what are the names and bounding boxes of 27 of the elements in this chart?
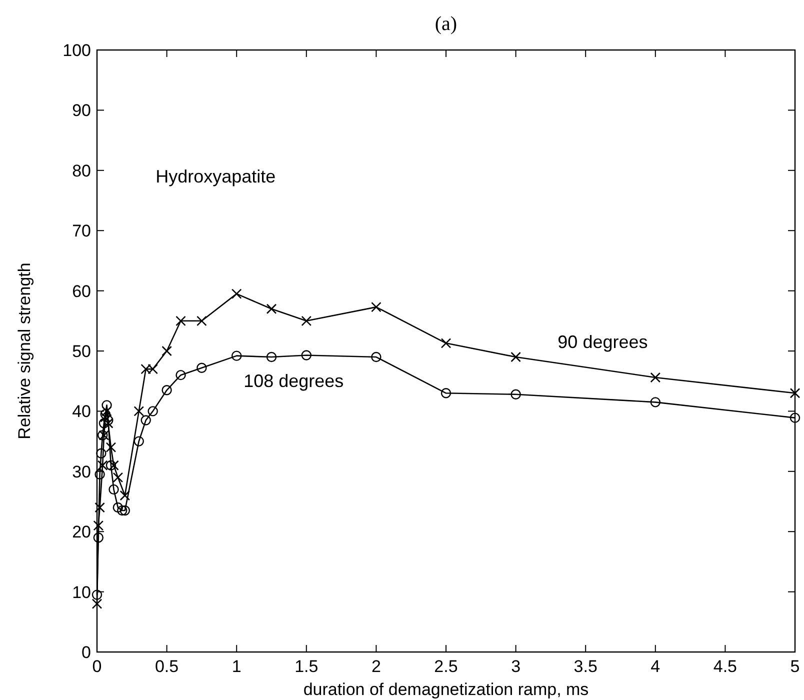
chart-title: (a) xyxy=(434,13,458,35)
x-tick-label: 5 xyxy=(790,657,800,676)
x-tick-label: 3.5 xyxy=(574,657,598,676)
x-tick-label: 1 xyxy=(232,657,242,676)
y-tick-label: 0 xyxy=(82,643,91,662)
y-tick-label: 20 xyxy=(72,522,91,542)
y-tick-label: 30 xyxy=(72,462,91,482)
y-tick-label: 50 xyxy=(72,342,91,361)
x-tick-label: 2.5 xyxy=(434,657,458,676)
y-tick-label: 40 xyxy=(72,402,91,422)
x-tick-label: 4.5 xyxy=(713,657,738,676)
series-label: 108 degrees xyxy=(244,371,344,392)
x-tick-label: 1.5 xyxy=(294,657,318,676)
y-tick-label: 60 xyxy=(72,282,91,301)
series-label: 90 degrees xyxy=(558,332,648,352)
annotation: Hydroxyapatite xyxy=(156,166,276,186)
x-axis-title: duration of demagnetization ramp, ms xyxy=(303,680,589,699)
y-tick-label: 100 xyxy=(62,41,91,60)
y-tick-label: 10 xyxy=(72,582,91,602)
y-axis-title: Relative signal strength xyxy=(15,262,34,440)
x-tick-label: 2 xyxy=(371,657,381,676)
x-tick-label: 4 xyxy=(650,657,660,676)
y-tick-label: 80 xyxy=(72,161,91,180)
y-tick-label: 70 xyxy=(72,222,91,241)
y-tick-label: 90 xyxy=(72,101,91,120)
x-tick-label: 3 xyxy=(511,657,521,676)
x-tick-label: 0.5 xyxy=(154,657,179,676)
